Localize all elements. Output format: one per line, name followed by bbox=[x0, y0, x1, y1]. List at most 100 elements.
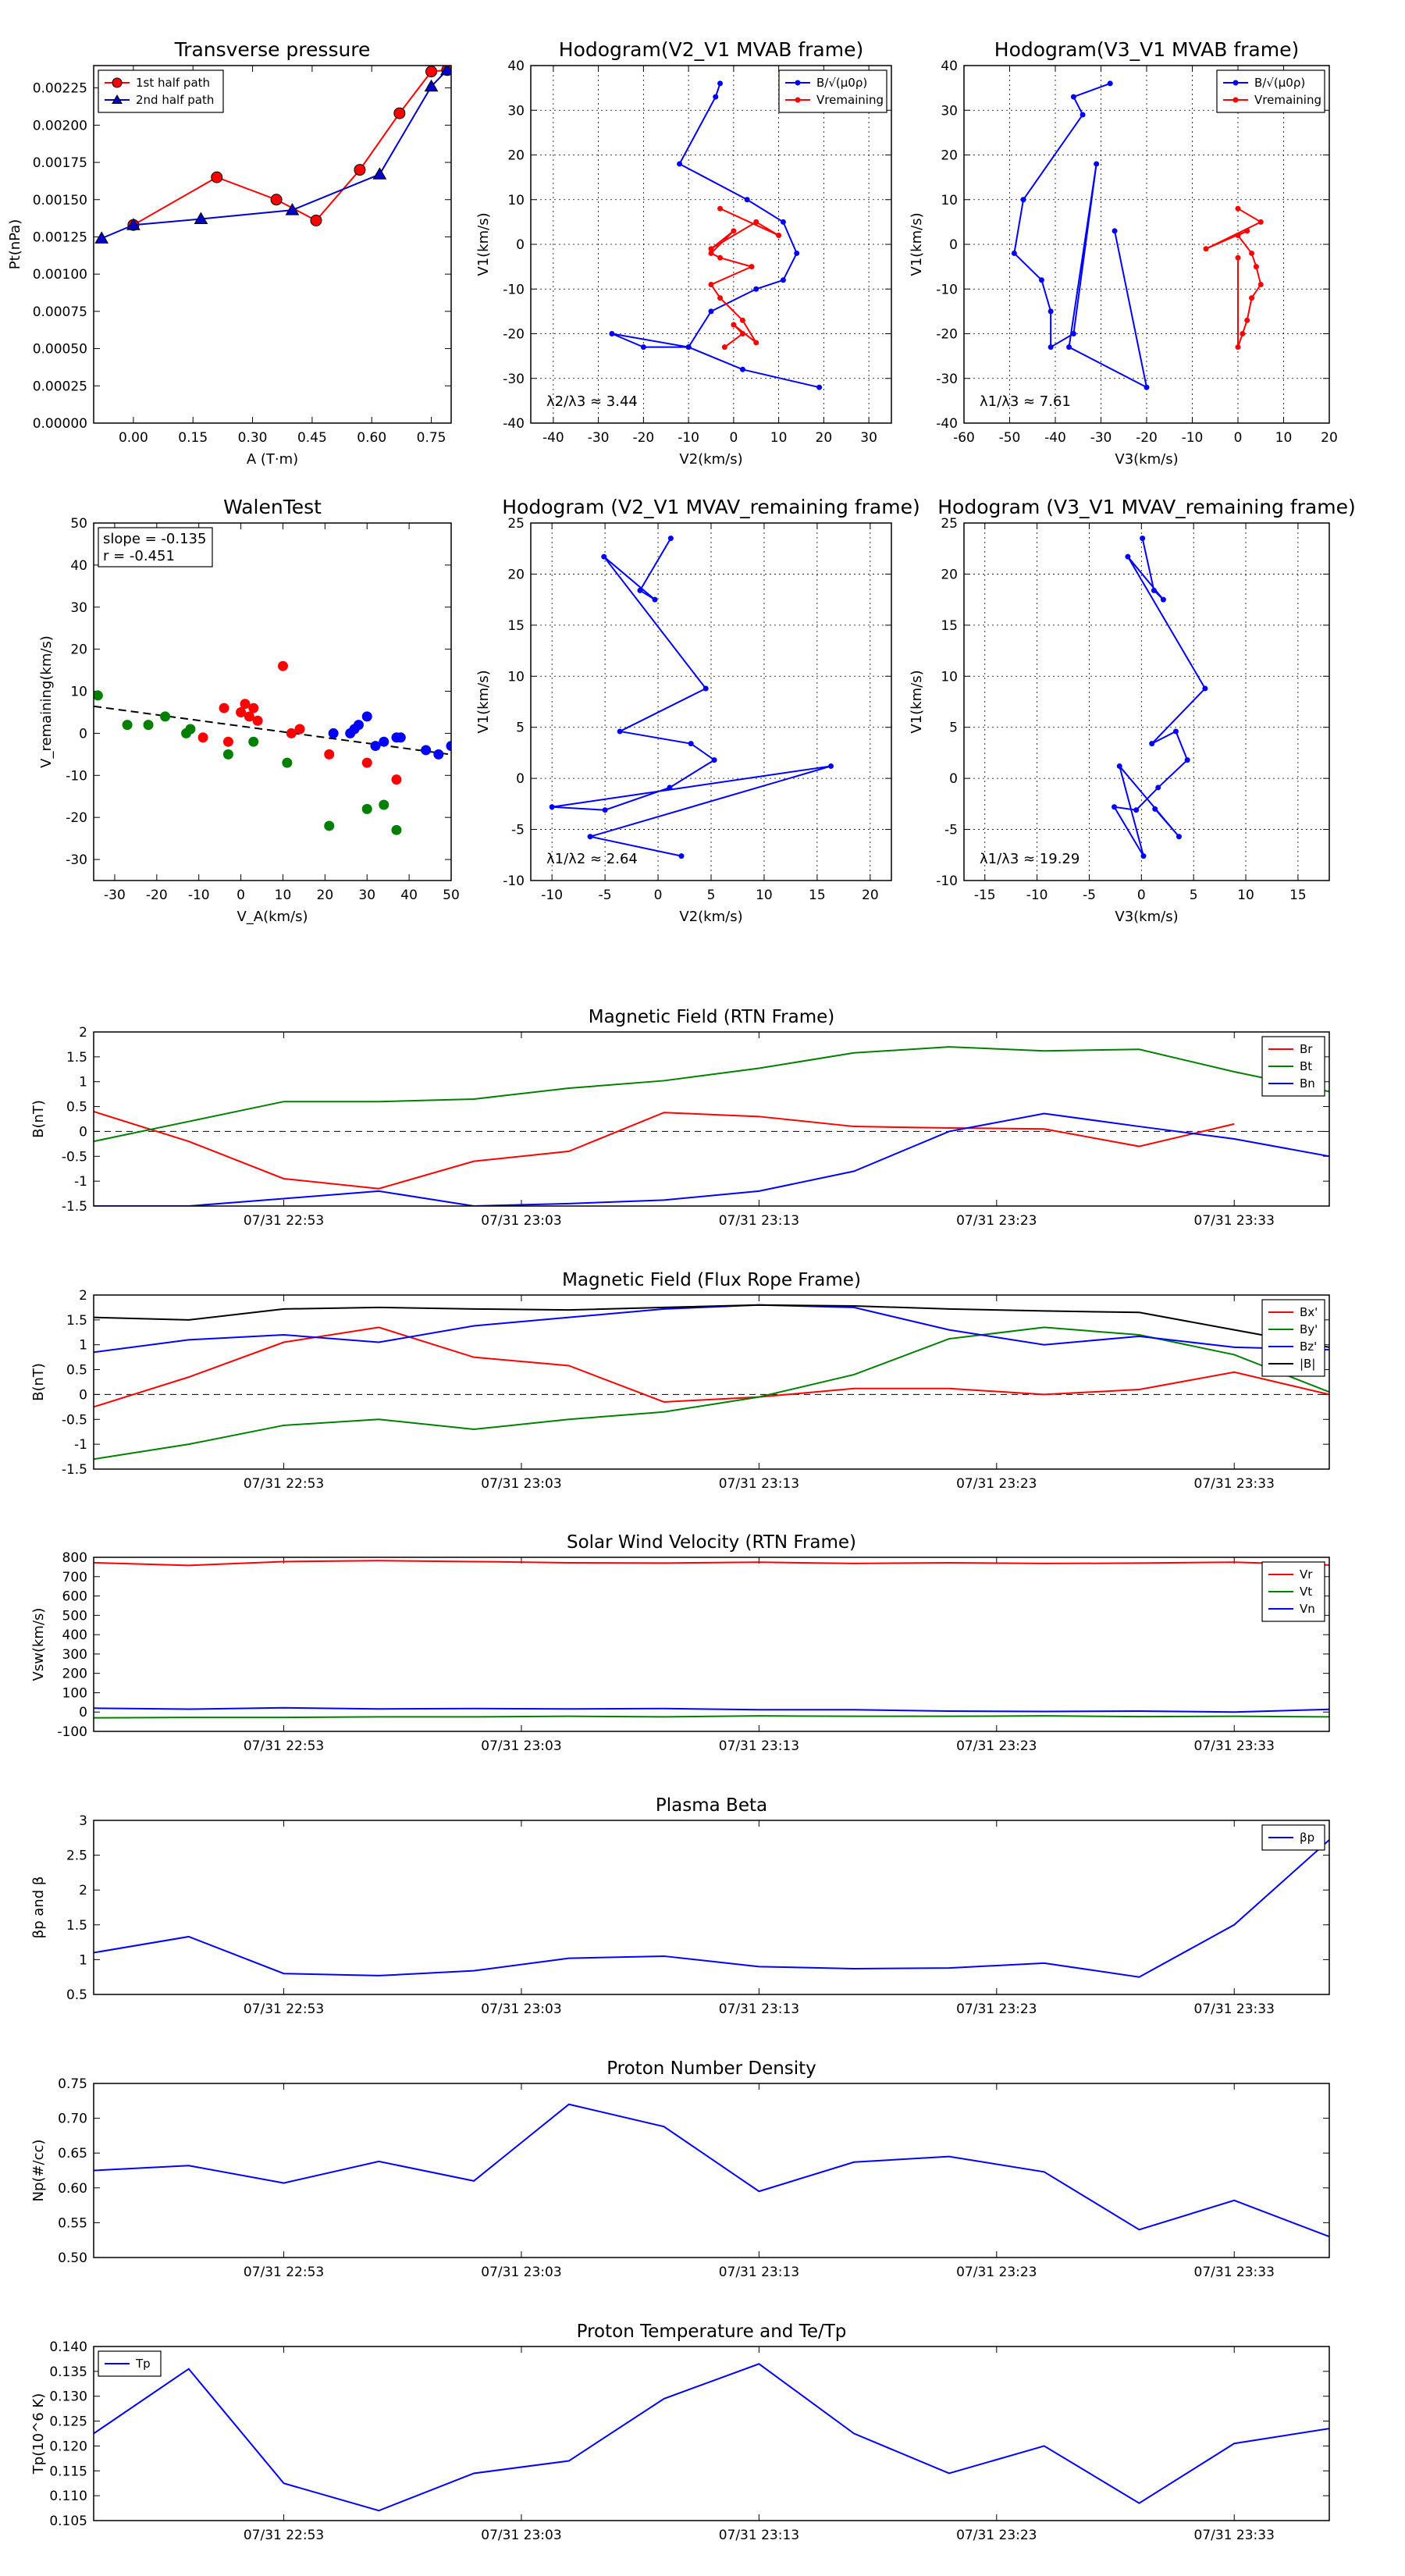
legend-label: Vremaining bbox=[816, 93, 884, 107]
x-tick-label: 20 bbox=[816, 430, 833, 446]
y-tick-label: 20 bbox=[507, 148, 525, 164]
plot-frame bbox=[93, 2083, 1330, 2258]
data-point bbox=[677, 161, 683, 167]
y-tick-label: 40 bbox=[70, 558, 87, 574]
data-point bbox=[395, 732, 406, 743]
y-tick-label: -1 bbox=[74, 1437, 87, 1453]
legend-label: Bx' bbox=[1300, 1305, 1318, 1319]
y-tick-label: 1 bbox=[79, 1952, 87, 1968]
y-tick-label: 5 bbox=[516, 720, 525, 736]
chart-tp: 0.00 0.15 0.30 0.45 0.60 0.75 0.00000 0.00025 0.… bbox=[7, 38, 452, 468]
y-tick-label: 0.00000 bbox=[33, 416, 87, 432]
x-tick-label: 07/31 22:53 bbox=[244, 2528, 324, 2543]
data-point bbox=[816, 384, 823, 390]
y-tick-label: 0.75 bbox=[58, 2076, 87, 2092]
data-point bbox=[370, 741, 381, 752]
data-point bbox=[1203, 246, 1209, 252]
data-point bbox=[277, 660, 288, 671]
y-axis-label: Vsw(km/s) bbox=[30, 1608, 47, 1681]
data-point bbox=[717, 80, 724, 87]
x-tick-label: -20 bbox=[632, 430, 654, 446]
data-point bbox=[1155, 785, 1161, 791]
y-axis-label: Tp(10^6 K) bbox=[30, 2393, 47, 2475]
y-tick-label: 0.5 bbox=[66, 1363, 87, 1379]
x-tick-label: 5 bbox=[707, 888, 716, 903]
chart-title: Magnetic Field (Flux Rope Frame) bbox=[562, 1270, 861, 1290]
x-tick-label: 07/31 23:13 bbox=[719, 1213, 799, 1229]
data-point bbox=[361, 803, 372, 814]
annotation-text: λ1/λ3 ≈ 19.29 bbox=[980, 851, 1080, 867]
x-tick-label: 07/31 22:53 bbox=[244, 2265, 324, 2280]
plot-frame bbox=[93, 1820, 1330, 1995]
x-tick-label: -40 bbox=[1044, 430, 1066, 446]
data-point bbox=[379, 736, 389, 747]
x-tick-label: -20 bbox=[146, 888, 168, 903]
plot-area bbox=[94, 1295, 1329, 1469]
x-tick-label: 07/31 22:53 bbox=[244, 1476, 324, 1492]
y-tick-label: 0.00025 bbox=[33, 379, 87, 394]
y-tick-label: 2 bbox=[79, 1288, 87, 1304]
y-tick-label: -1.5 bbox=[62, 1199, 87, 1215]
y-tick-label: -5 bbox=[944, 823, 958, 838]
x-tick-label: 20 bbox=[1321, 430, 1338, 446]
x-tick-label: 10 bbox=[275, 888, 292, 903]
data-point bbox=[702, 685, 709, 692]
data-point bbox=[609, 331, 615, 336]
data-point bbox=[711, 757, 717, 763]
y-tick-label: 10 bbox=[507, 669, 525, 685]
y-tick-label: -1.5 bbox=[62, 1462, 87, 1478]
data-point bbox=[1070, 331, 1076, 336]
legend-label: 2nd half path bbox=[136, 93, 214, 107]
data-point bbox=[222, 749, 233, 760]
data-point bbox=[440, 66, 451, 76]
data-point bbox=[731, 228, 737, 234]
legend-label: Vt bbox=[1300, 1585, 1312, 1599]
series-line-Br bbox=[94, 1110, 1235, 1190]
legend-box bbox=[1216, 69, 1325, 113]
legend-label: Bn bbox=[1300, 1076, 1315, 1091]
y-tick-label: 2 bbox=[79, 1025, 87, 1041]
x-tick-label: 0 bbox=[1234, 430, 1243, 446]
y-tick-label: 0.125 bbox=[49, 2414, 87, 2430]
x-tick-label: 0.75 bbox=[417, 430, 446, 446]
y-tick-label: -1 bbox=[74, 1174, 87, 1190]
y-tick-label: 0.00050 bbox=[33, 342, 87, 358]
x-tick-label: 07/31 23:03 bbox=[481, 2265, 561, 2280]
y-tick-label: 0.140 bbox=[49, 2339, 87, 2355]
legend: Br Bt Bn bbox=[1261, 1036, 1325, 1097]
data-point bbox=[685, 344, 692, 350]
x-tick-label: 5 bbox=[1190, 888, 1198, 903]
plot-frame bbox=[963, 65, 1330, 424]
legend-label: 1st half path bbox=[136, 76, 210, 90]
data-point bbox=[1244, 228, 1250, 234]
data-point bbox=[353, 720, 364, 731]
data-point bbox=[708, 246, 714, 252]
x-tick-label: 07/31 23:13 bbox=[719, 1738, 799, 1754]
x-tick-label: 0 bbox=[729, 430, 738, 446]
data-point bbox=[587, 834, 593, 840]
y-tick-label: -10 bbox=[936, 282, 958, 297]
data-point bbox=[731, 322, 737, 328]
data-point bbox=[282, 757, 293, 768]
y-tick-label: 0 bbox=[79, 726, 87, 742]
data-point bbox=[160, 711, 171, 722]
x-tick-label: 07/31 23:13 bbox=[719, 2265, 799, 2280]
y-tick-label: 400 bbox=[62, 1628, 87, 1643]
y-tick-label: 0.50 bbox=[58, 2250, 87, 2266]
data-point bbox=[667, 535, 674, 542]
plot-frame bbox=[93, 1031, 1330, 1207]
x-tick-label: 07/31 23:23 bbox=[956, 1213, 1037, 1229]
y-tick-label: 2 bbox=[79, 1883, 87, 1898]
data-point bbox=[1249, 295, 1255, 301]
legend-label: B/√(μ0ρ) bbox=[816, 76, 867, 90]
chart-title: Magnetic Field (RTN Frame) bbox=[589, 1007, 835, 1027]
data-point bbox=[713, 94, 719, 100]
fit-line bbox=[94, 705, 451, 756]
y-tick-label: 0.5 bbox=[66, 1100, 87, 1115]
x-tick-label: 07/31 23:13 bbox=[719, 2528, 799, 2543]
series-line-βp bbox=[94, 1839, 1329, 1978]
data-point bbox=[744, 197, 750, 203]
y-tick-label: -20 bbox=[936, 327, 958, 343]
data-layer bbox=[94, 1560, 1329, 1719]
